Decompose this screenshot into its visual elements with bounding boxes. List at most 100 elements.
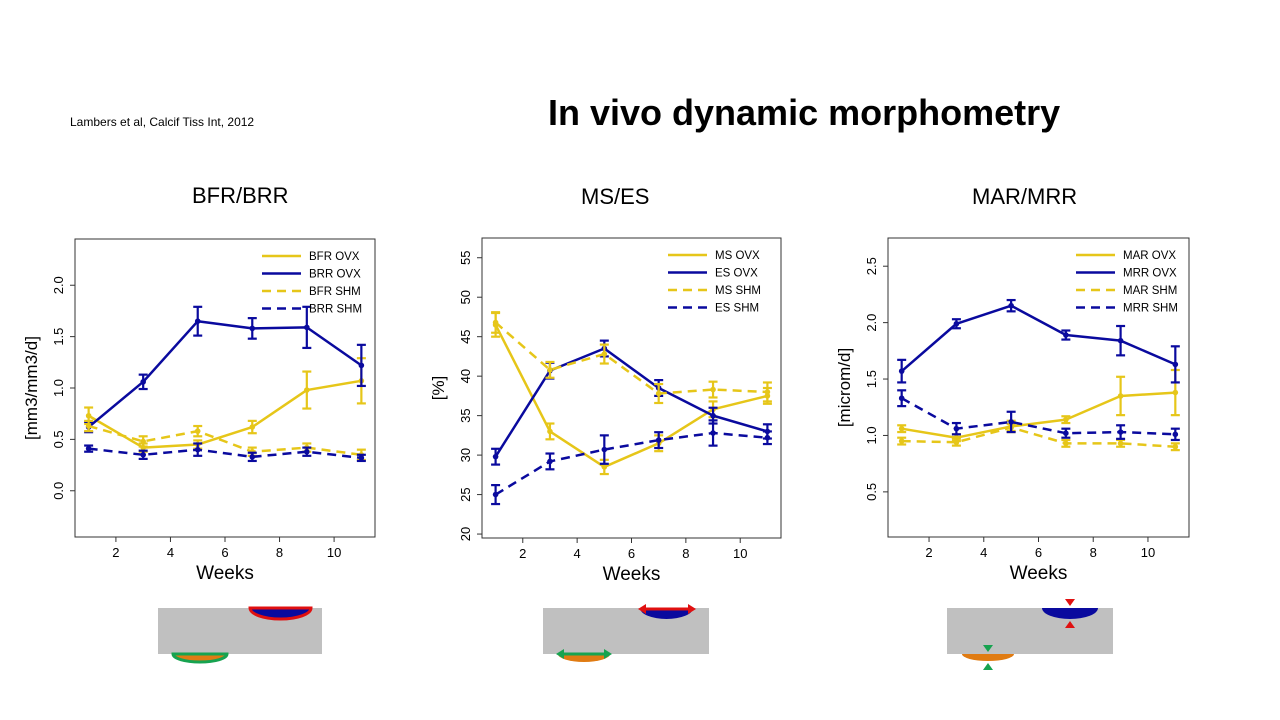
data-point [1117, 393, 1124, 399]
y-tick-label: 55 [458, 251, 473, 265]
data-point [601, 464, 608, 470]
series-line [494, 347, 768, 458]
data-point [140, 451, 146, 458]
data-point [898, 395, 905, 402]
x-tick-label: 10 [327, 545, 341, 560]
data-point [1117, 440, 1124, 447]
diagram-bfr-brr [158, 606, 322, 664]
y-axis-label: [microm/d] [835, 348, 854, 427]
y-tick-label: 25 [458, 487, 473, 501]
arrowhead-left-icon [638, 604, 646, 614]
data-point [655, 437, 662, 443]
y-tick-label: 35 [458, 408, 473, 422]
plot-frame [887, 237, 1190, 538]
y-tick-label: 20 [458, 527, 473, 541]
legend-label: MRR OVX [1123, 268, 1177, 280]
legend-label: ES SHM [715, 303, 759, 315]
y-tick-label: 2.0 [51, 276, 66, 294]
x-tick-label: 8 [276, 545, 283, 560]
y-tick-label: 0.5 [864, 483, 879, 501]
data-point [1117, 337, 1124, 344]
data-point [601, 446, 608, 453]
triangle-up-icon [983, 663, 993, 670]
legend: MS OVX ES OVX MS SHM ES SHM [668, 250, 761, 315]
arrowhead-left-icon [556, 649, 564, 659]
x-tick-label: 2 [519, 546, 526, 561]
data-point [304, 387, 310, 393]
series-line [88, 379, 362, 449]
formation-site [171, 652, 229, 664]
x-axis-label: Weeks [1010, 563, 1068, 584]
arrowhead-right-icon [688, 604, 696, 614]
resorption-cavity [248, 606, 313, 621]
series-line [901, 426, 1176, 448]
series-bfr-ovx [84, 357, 366, 453]
chart-0: 2 4 6 8 10 0.0 0.5 1.0 1.5 2.0 Weeks [mm3/mm3/d] BFR… [22, 238, 376, 584]
data-point [249, 325, 256, 332]
data-point [85, 445, 92, 452]
panel-title-mar-mrr: MAR/MRR [972, 184, 1078, 209]
x-tick-label: 4 [980, 545, 987, 560]
data-point [492, 491, 499, 498]
data-point [358, 362, 365, 369]
formation-site [962, 654, 1014, 661]
series-es-shm [491, 419, 772, 506]
series-line [88, 447, 362, 460]
y-tick-label: 0.0 [51, 482, 66, 500]
data-point [898, 438, 905, 444]
series-line [494, 321, 768, 395]
panel-title-ms-es: MS/ES [581, 184, 650, 209]
legend-label: MRR SHM [1123, 303, 1178, 315]
legend-label: BRR SHM [309, 304, 362, 316]
legend-label: BRR OVX [309, 269, 361, 281]
series-line [494, 324, 768, 469]
y-axis-label: [mm3/mm3/d] [22, 336, 41, 440]
data-point [85, 423, 92, 429]
data-point [1008, 302, 1014, 309]
chart-2: 2 4 6 8 10 0.5 1.0 1.5 2.0 2.5 Weeks [microm/d] MAR … [835, 237, 1190, 584]
data-point [1008, 419, 1014, 425]
x-tick-label: 6 [1035, 545, 1042, 560]
y-tick-label: 30 [458, 448, 473, 462]
x-axis-label: Weeks [196, 563, 254, 584]
series-line [900, 304, 1176, 373]
data-point [1172, 431, 1179, 438]
data-point [898, 425, 905, 432]
y-tick-label: 40 [458, 369, 473, 383]
x-tick-label: 6 [221, 545, 228, 560]
data-point [140, 438, 146, 445]
y-tick-label: 45 [458, 329, 473, 343]
series-mar-ovx [897, 368, 1180, 443]
data-point [304, 324, 310, 331]
data-point [1063, 440, 1069, 447]
x-tick-label: 10 [1141, 545, 1155, 560]
diagram-ms-es [543, 604, 709, 662]
y-tick-label: 2.0 [864, 314, 879, 332]
chart-group: 2 4 6 8 10 0.0 0.5 1.0 1.5 2.0 Weeks [mm3/mm3/d] BFR… [22, 237, 1190, 585]
panel-title-bfr-brr: BFR/BRR [192, 183, 289, 208]
y-axis-label: [%] [429, 376, 448, 401]
x-tick-label: 10 [733, 546, 747, 561]
x-tick-label: 4 [574, 546, 581, 561]
data-point [764, 434, 771, 441]
data-point [492, 319, 499, 326]
data-point [249, 454, 256, 460]
arrowhead-right-icon [604, 649, 612, 659]
legend-label: MAR SHM [1123, 285, 1177, 297]
data-point [194, 318, 201, 325]
x-tick-label: 8 [682, 546, 689, 561]
series-es-ovx [491, 339, 772, 466]
data-point [1172, 361, 1179, 368]
chart-1: 2 4 6 8 10 20 25 30 35 40 45 50 55 Weeks [%] MS OVX ES O… [429, 237, 782, 585]
legend-label: MAR OVX [1123, 250, 1176, 262]
series-line [88, 424, 362, 457]
data-point [710, 412, 716, 419]
series-mrr-ovx [897, 298, 1180, 384]
x-tick-label: 6 [628, 546, 635, 561]
y-tick-label: 2.5 [864, 257, 879, 275]
data-point [249, 424, 256, 430]
data-point [492, 453, 499, 460]
legend-label: ES OVX [715, 268, 758, 280]
series-line [901, 397, 1176, 436]
data-point [1117, 429, 1124, 435]
